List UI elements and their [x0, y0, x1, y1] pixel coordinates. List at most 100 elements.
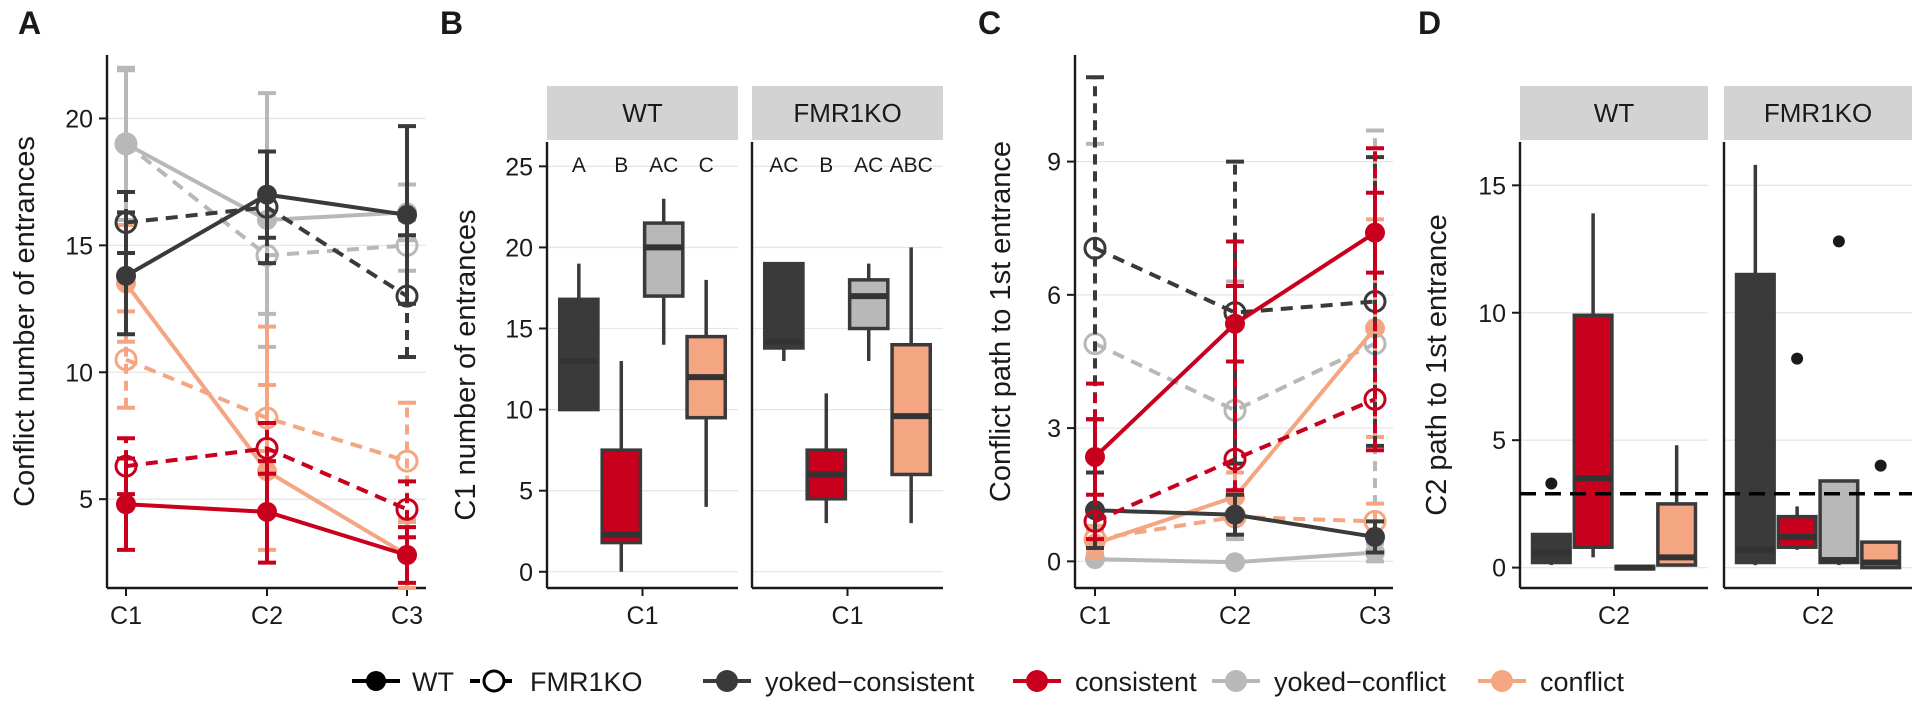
data-point [395, 284, 419, 308]
series-line [1094, 341, 1376, 413]
box-body [1572, 313, 1614, 549]
legend-key-point [482, 669, 506, 693]
y-tick-label: 0 [519, 559, 533, 587]
box-consistent [1572, 213, 1614, 558]
panel-label-d: D [1418, 5, 1441, 41]
data-point [395, 497, 419, 521]
panel-c: 0 3 6 9 C1 C2 C3 Conflict path to 1st entrance [985, 55, 1393, 630]
facet-fmr1ko: FMR1KO C2 [1722, 86, 1912, 630]
facet-strip [1520, 86, 1708, 140]
data-point [255, 195, 279, 219]
data-point [1085, 446, 1105, 467]
y-tick-label: 3 [1047, 415, 1061, 443]
series-yoked-consistent-fmr1ko [1083, 75, 1387, 466]
box-consistent: B [805, 154, 848, 524]
outlier-point [1832, 235, 1845, 248]
data-point [397, 545, 417, 566]
significance-letter: C [699, 154, 714, 177]
legend-label: yoked−conflict [1274, 667, 1446, 697]
facet-title: FMR1KO [793, 98, 901, 128]
box-yoked-conflict [1818, 235, 1860, 566]
box-conflict: C [685, 154, 728, 507]
x-tick-label: C1 [832, 602, 864, 630]
legend-key-point [1026, 670, 1048, 692]
legend-label: FMR1KO [530, 667, 643, 697]
data-point [114, 454, 138, 478]
x-tick-label: C3 [1359, 602, 1391, 630]
significance-letter: B [819, 154, 833, 177]
legend-item-yoked-conflict: yoked−conflict [1212, 667, 1446, 697]
data-point [116, 265, 136, 286]
series-line [1094, 246, 1376, 315]
series-yoked-consistent-fmr1ko [114, 149, 419, 360]
series-consistent-wt [116, 456, 417, 585]
panel-label-a: A [18, 5, 41, 41]
y-tick-label: 6 [1047, 282, 1061, 310]
box-yoked-consistent: AC [762, 154, 805, 361]
series-line [1094, 397, 1376, 524]
y-tick-label: 15 [65, 232, 93, 260]
facet-strip [547, 86, 738, 140]
legend-item-fmr1ko: FMR1KO [470, 667, 643, 697]
y-tick-label: 10 [65, 359, 93, 387]
data-point [1365, 222, 1385, 243]
facet-wt: WT C2 [1518, 86, 1708, 630]
box-body [642, 221, 685, 298]
x-tick-label: C2 [1598, 602, 1630, 630]
box-conflict: ABC [890, 154, 933, 524]
data-point [1225, 552, 1245, 573]
box-body [1734, 272, 1776, 565]
data-point [1083, 509, 1107, 533]
significance-letter: ABC [890, 154, 933, 177]
series-yoked-conflict-wt [1085, 541, 1385, 573]
box-yoked-consistent: A [557, 154, 600, 412]
y-tick-label: 10 [505, 397, 533, 425]
box-body [762, 261, 805, 350]
data-point [255, 406, 279, 430]
data-point [1083, 236, 1107, 260]
significance-letter: A [572, 154, 586, 177]
facet-title: WT [1594, 98, 1635, 128]
data-point [114, 211, 138, 235]
data-point [1365, 526, 1385, 547]
x-tick-label: C1 [110, 602, 142, 630]
y-tick-label: 10 [1478, 300, 1506, 328]
outlier-point [1874, 459, 1887, 472]
box-body [600, 448, 643, 545]
panel-b: 0 5 10 15 20 25 C1 number of entrances WT C1 A B AC… [450, 86, 943, 630]
box-body [1530, 532, 1572, 565]
outlier-point [1791, 352, 1804, 365]
series-line [125, 446, 408, 512]
y-axis-label: C1 number of entrances [450, 209, 482, 520]
legend-label: conflict [1540, 667, 1625, 697]
y-tick-label: 0 [1047, 548, 1061, 576]
y-tick-label: 15 [505, 316, 533, 344]
box-yoked-consistent [1734, 164, 1776, 566]
box-yoked-conflict: AC [847, 154, 890, 361]
x-tick-label: C1 [1079, 602, 1111, 630]
panel-label-c: C [978, 5, 1001, 41]
x-tick-label: C2 [251, 602, 283, 630]
significance-letter: AC [854, 154, 883, 177]
y-tick-label: 20 [505, 234, 533, 262]
box-yoked-consistent [1530, 477, 1572, 566]
x-tick-label: C2 [1802, 602, 1834, 630]
panel-a: 5 10 15 20 C1 C2 C3 Conflict number of entrance… [9, 55, 426, 630]
box-conflict [1656, 445, 1698, 567]
panel-d: 0 5 10 15 C2 path to 1st entrance WT C2 FMR1KO C… [1421, 86, 1912, 630]
legend-label: consistent [1075, 667, 1197, 697]
box-body [847, 278, 890, 331]
significance-letter: AC [769, 154, 798, 177]
x-tick-label: C3 [391, 602, 423, 630]
facet-strip [752, 86, 943, 140]
legend-key-point [366, 671, 386, 691]
box-consistent [1776, 352, 1818, 550]
box-body [890, 342, 933, 477]
data-point [1225, 504, 1245, 525]
legend: WT FMR1KO yoked−consistent consistent yoked−… [352, 667, 1625, 697]
legend-item-consistent: consistent [1013, 667, 1197, 697]
box-yoked-conflict: AC [642, 154, 685, 345]
facet-wt: WT C1 A B AC C [545, 86, 738, 630]
box-conflict [1860, 459, 1902, 570]
